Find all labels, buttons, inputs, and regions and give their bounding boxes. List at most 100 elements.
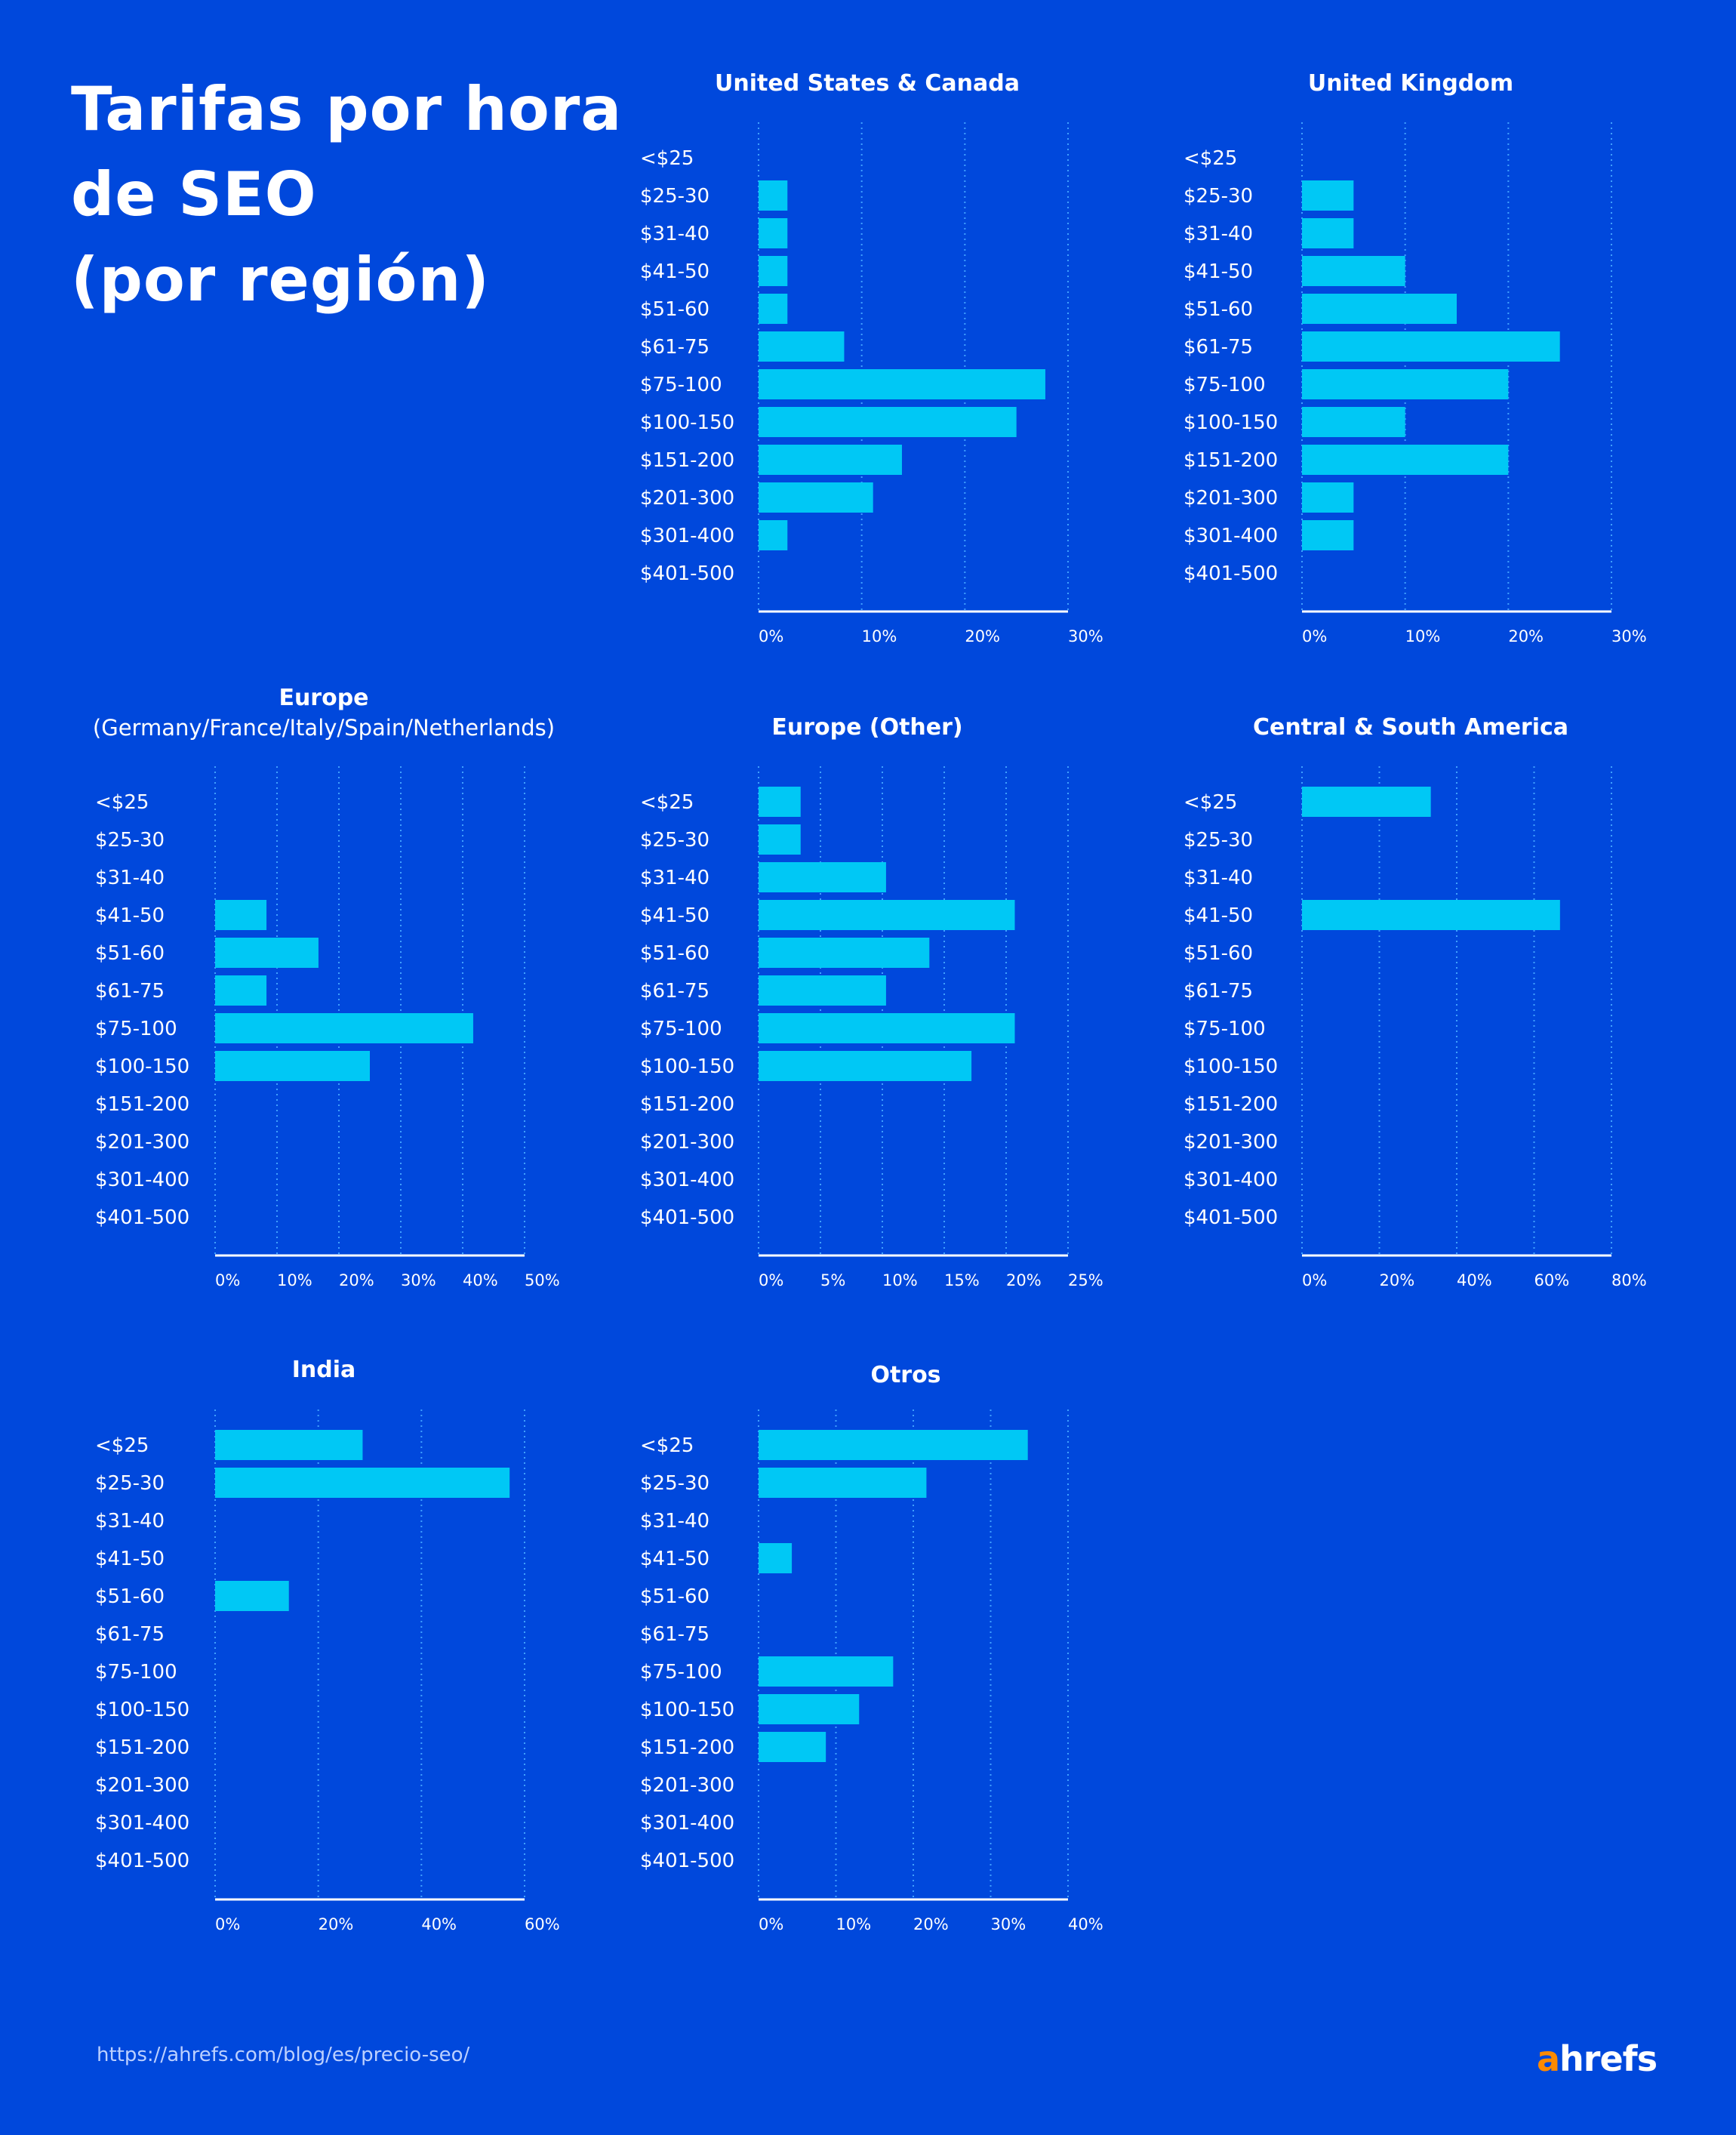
category-label: $31-40 xyxy=(640,1510,709,1533)
bar xyxy=(759,445,902,475)
bar xyxy=(215,900,267,930)
category-label: $25-30 xyxy=(640,829,709,852)
bar xyxy=(759,824,801,855)
x-tick-label: 0% xyxy=(759,1915,783,1933)
category-label: $75-100 xyxy=(1183,374,1266,396)
category-label: $75-100 xyxy=(640,1018,722,1040)
x-tick-label: 0% xyxy=(759,1271,783,1289)
category-label: $51-60 xyxy=(1183,298,1253,321)
category-label: $151-200 xyxy=(95,1093,189,1116)
chart-title: India xyxy=(292,1357,356,1383)
x-tick-label: 0% xyxy=(215,1915,240,1933)
category-label: <$25 xyxy=(1183,147,1237,170)
category-label: <$25 xyxy=(95,1434,149,1457)
category-label: $301-400 xyxy=(1183,1169,1278,1191)
logo-accent: a xyxy=(1537,2038,1560,2079)
category-label: $301-400 xyxy=(640,1169,734,1191)
bar xyxy=(759,1732,826,1762)
x-tick-label: 10% xyxy=(1405,627,1441,645)
x-tick-label: 10% xyxy=(836,1915,872,1933)
x-tick-label: 60% xyxy=(1534,1271,1570,1289)
bar xyxy=(759,1013,1015,1043)
x-tick-label: 20% xyxy=(339,1271,374,1289)
category-label: $31-40 xyxy=(1183,867,1253,889)
category-label: <$25 xyxy=(640,147,694,170)
bar xyxy=(1302,369,1509,399)
category-label: $61-75 xyxy=(95,1623,165,1646)
category-label: $100-150 xyxy=(95,1055,189,1078)
category-label: $100-150 xyxy=(640,411,734,434)
category-label: $401-500 xyxy=(1183,1206,1278,1229)
category-label: $61-75 xyxy=(640,336,709,359)
bar xyxy=(759,1543,793,1573)
bar xyxy=(759,938,930,968)
x-tick-label: 40% xyxy=(421,1915,457,1933)
category-label: $100-150 xyxy=(640,1699,734,1721)
x-tick-label: 0% xyxy=(215,1271,240,1289)
bar xyxy=(1302,180,1354,211)
category-label: $31-40 xyxy=(1183,223,1253,245)
category-label: $201-300 xyxy=(640,487,734,510)
x-tick-label: 10% xyxy=(882,1271,918,1289)
bar xyxy=(1302,256,1405,286)
x-tick-label: 40% xyxy=(1068,1915,1103,1933)
bar xyxy=(1302,787,1431,817)
category-label: $151-200 xyxy=(640,1093,734,1116)
x-tick-label: 80% xyxy=(1611,1271,1647,1289)
bar xyxy=(1302,218,1354,248)
category-label: $51-60 xyxy=(95,942,165,965)
bar xyxy=(1302,407,1405,437)
category-label: $151-200 xyxy=(640,1736,734,1759)
bar xyxy=(1302,331,1560,362)
category-label: $25-30 xyxy=(95,829,165,852)
category-label: $41-50 xyxy=(95,1548,165,1570)
category-label: $51-60 xyxy=(640,1585,709,1608)
category-label: $41-50 xyxy=(1183,904,1253,927)
bar xyxy=(759,218,788,248)
category-label: $201-300 xyxy=(95,1131,189,1154)
bar xyxy=(759,1694,860,1724)
category-label: <$25 xyxy=(640,791,694,814)
category-label: <$25 xyxy=(95,791,149,814)
category-label: $301-400 xyxy=(1183,525,1278,547)
category-label: $75-100 xyxy=(95,1661,177,1684)
category-label: $401-500 xyxy=(95,1206,189,1229)
bar xyxy=(759,407,1017,437)
category-label: $401-500 xyxy=(640,562,734,585)
x-tick-label: 15% xyxy=(944,1271,980,1289)
category-label: $31-40 xyxy=(95,1510,165,1533)
bar xyxy=(215,1051,370,1081)
bar xyxy=(1302,445,1509,475)
x-tick-label: 0% xyxy=(1302,627,1327,645)
x-tick-label: 20% xyxy=(319,1915,354,1933)
category-label: $25-30 xyxy=(95,1472,165,1495)
category-label: $201-300 xyxy=(640,1131,734,1154)
x-tick-label: 20% xyxy=(913,1915,949,1933)
bar xyxy=(759,1656,894,1687)
title-line-1: Tarifas por hora xyxy=(71,74,623,144)
bar xyxy=(759,1051,972,1081)
category-label: $51-60 xyxy=(1183,942,1253,965)
chart-title: United States & Canada xyxy=(715,70,1020,97)
category-label: $75-100 xyxy=(95,1018,177,1040)
category-label: $100-150 xyxy=(95,1699,189,1721)
category-label: $401-500 xyxy=(1183,562,1278,585)
chart-title: Central & South America xyxy=(1253,714,1568,741)
category-label: $31-40 xyxy=(640,867,709,889)
category-label: $41-50 xyxy=(640,1548,709,1570)
category-label: $25-30 xyxy=(1183,829,1253,852)
bar xyxy=(759,369,1045,399)
bar xyxy=(759,787,801,817)
category-label: $151-200 xyxy=(1183,1093,1278,1116)
bar xyxy=(759,520,788,550)
chart-title: Europe (Other) xyxy=(771,714,962,741)
category-label: $100-150 xyxy=(1183,411,1278,434)
bar xyxy=(215,1581,289,1611)
bar xyxy=(759,180,788,211)
bar xyxy=(759,294,788,324)
x-tick-label: 30% xyxy=(1611,627,1647,645)
category-label: $201-300 xyxy=(1183,1131,1278,1154)
category-label: $401-500 xyxy=(640,1850,734,1872)
category-label: $75-100 xyxy=(640,374,722,396)
